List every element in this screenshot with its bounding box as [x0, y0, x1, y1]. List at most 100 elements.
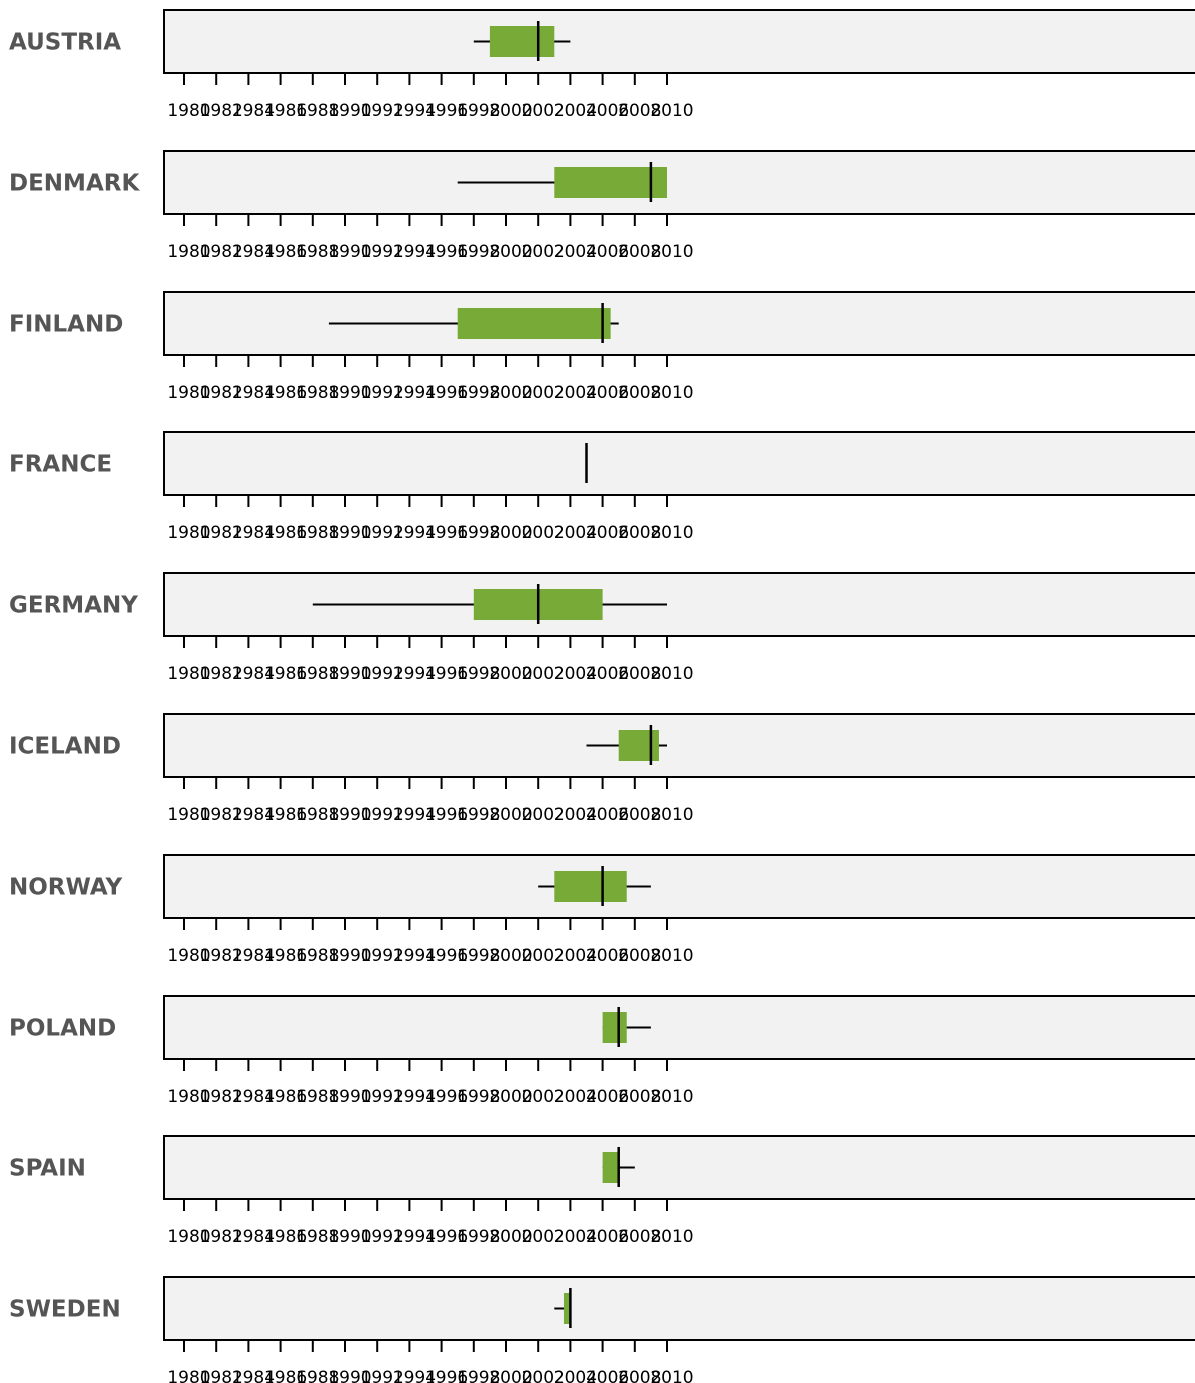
x-tick-label: 1996 [425, 242, 468, 262]
x-tick-label: 2000 [489, 523, 532, 543]
x-tick-label: 2002 [522, 1087, 565, 1107]
x-tick-label: 1988 [296, 101, 339, 121]
x-tick-label: 2002 [522, 101, 565, 121]
x-tick-label: 2002 [522, 1227, 565, 1247]
x-tick-label: 2004 [554, 101, 597, 121]
panel-background [164, 292, 1195, 355]
x-tick-label: 1982 [200, 101, 243, 121]
x-tick-label: 1984 [232, 101, 275, 121]
x-tick-label: 1984 [232, 1227, 275, 1247]
x-tick-label: 1998 [457, 1368, 500, 1383]
x-tick-label: 1998 [457, 805, 500, 825]
x-tick-label: 1980 [167, 383, 210, 403]
x-tick-label: 2000 [489, 101, 532, 121]
x-tick-label: 1984 [232, 946, 275, 966]
x-tick-label: 1994 [393, 242, 436, 262]
x-tick-label: 1986 [264, 1087, 307, 1107]
iqr-box [554, 167, 667, 198]
panel-background [164, 714, 1195, 777]
x-tick-label: 1982 [200, 1227, 243, 1247]
x-tick-label: 1996 [425, 805, 468, 825]
x-tick-label: 1986 [264, 101, 307, 121]
panel-background [164, 10, 1195, 73]
panel-frame [163, 713, 1195, 778]
panel-frame [163, 291, 1195, 356]
x-tick-label: 1992 [361, 805, 404, 825]
x-tick-label: 1996 [425, 1087, 468, 1107]
x-tick-label: 1992 [361, 1368, 404, 1383]
x-tick-label: 1988 [296, 523, 339, 543]
panel-norway: NORWAY1980198219841986198819901992199419… [9, 854, 1195, 966]
x-tick-label: 1998 [457, 1227, 500, 1247]
x-tick-label: 2004 [554, 523, 597, 543]
x-tick-label: 1992 [361, 523, 404, 543]
x-tick-label: 2006 [586, 383, 629, 403]
x-tick-label: 1980 [167, 1368, 210, 1383]
x-tick-label: 1980 [167, 664, 210, 684]
x-tick-label: 1988 [296, 946, 339, 966]
x-tick-label: 1990 [328, 1227, 371, 1247]
x-tick-label: 2008 [618, 946, 661, 966]
x-tick-label: 2006 [586, 523, 629, 543]
x-tick-label: 2010 [650, 664, 693, 684]
x-tick-label: 1990 [328, 523, 371, 543]
panel-frame [163, 1276, 1195, 1341]
x-tick-label: 2010 [650, 101, 693, 121]
x-tick-label: 2004 [554, 383, 597, 403]
x-tick-label: 2002 [522, 242, 565, 262]
x-tick-label: 1982 [200, 1368, 243, 1383]
x-tick-label: 1992 [361, 664, 404, 684]
x-tick-label: 1998 [457, 1087, 500, 1107]
x-tick-label: 1980 [167, 242, 210, 262]
x-tick-label: 1996 [425, 101, 468, 121]
x-tick-label: 2008 [618, 242, 661, 262]
country-label: FRANCE [9, 452, 112, 478]
x-tick-label: 2006 [586, 1087, 629, 1107]
x-tick-label: 1984 [232, 242, 275, 262]
x-tick-label: 1980 [167, 523, 210, 543]
x-tick-label: 1982 [200, 805, 243, 825]
x-tick-label: 1994 [393, 1368, 436, 1383]
panel-frame [163, 9, 1195, 74]
x-tick-label: 1990 [328, 946, 371, 966]
x-tick-label: 1988 [296, 664, 339, 684]
x-tick-label: 1984 [232, 1368, 275, 1383]
iqr-box [602, 1152, 619, 1183]
x-tick-label: 1984 [232, 1087, 275, 1107]
x-tick-label: 1998 [457, 383, 500, 403]
x-tick-label: 2002 [522, 383, 565, 403]
country-label: SPAIN [9, 1156, 86, 1182]
panel-frame [163, 572, 1195, 637]
x-tick-label: 1986 [264, 805, 307, 825]
x-tick-label: 2002 [522, 805, 565, 825]
x-tick-label: 1988 [296, 242, 339, 262]
panel-sweden: SWEDEN1980198219841986198819901992199419… [9, 1276, 1195, 1383]
x-tick-label: 2008 [618, 383, 661, 403]
x-tick-label: 1986 [264, 242, 307, 262]
x-tick-label: 2010 [650, 946, 693, 966]
x-tick-label: 2006 [586, 242, 629, 262]
iqr-box [563, 1293, 571, 1324]
x-tick-label: 1984 [232, 664, 275, 684]
x-tick-label: 1994 [393, 383, 436, 403]
x-tick-label: 1994 [393, 1087, 436, 1107]
x-tick-label: 1998 [457, 242, 500, 262]
panel-background [164, 151, 1195, 214]
x-tick-label: 1992 [361, 1087, 404, 1107]
x-tick-label: 2000 [489, 242, 532, 262]
x-tick-label: 2008 [618, 101, 661, 121]
x-tick-label: 2006 [586, 1368, 629, 1383]
iqr-box [554, 871, 627, 902]
x-tick-label: 2008 [618, 1087, 661, 1107]
x-tick-label: 2002 [522, 664, 565, 684]
x-tick-label: 1988 [296, 1227, 339, 1247]
x-tick-label: 1996 [425, 664, 468, 684]
panel-frame [163, 1135, 1195, 1200]
x-tick-label: 1980 [167, 805, 210, 825]
iqr-box [618, 730, 659, 761]
panel-background [164, 1277, 1195, 1340]
x-tick-label: 1992 [361, 242, 404, 262]
x-tick-label: 2006 [586, 946, 629, 966]
x-tick-label: 2000 [489, 946, 532, 966]
x-tick-label: 1992 [361, 101, 404, 121]
